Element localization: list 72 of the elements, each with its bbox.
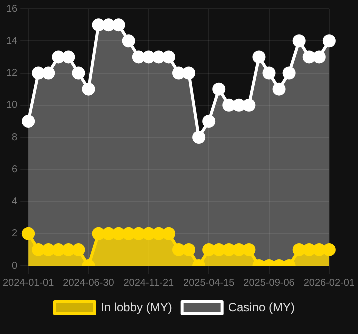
point — [52, 50, 66, 64]
x-tick-label: 2025-09-06 — [244, 278, 296, 289]
point — [112, 18, 126, 32]
point — [62, 243, 76, 256]
point — [82, 82, 96, 96]
legend-label: Casino (MY) — [228, 300, 296, 314]
point — [162, 50, 176, 64]
point — [52, 243, 66, 256]
point — [172, 66, 186, 80]
point — [322, 243, 336, 256]
point — [302, 243, 316, 256]
point — [122, 34, 136, 48]
point — [302, 50, 316, 64]
point — [322, 34, 336, 48]
y-tick-label: 16 — [6, 4, 18, 15]
y-tick-label: 6 — [12, 164, 18, 176]
x-tick-label: 2024-11-21 — [124, 278, 175, 289]
point — [32, 66, 46, 80]
point — [222, 98, 236, 112]
point — [102, 18, 116, 32]
point — [182, 243, 196, 256]
x-tick-label: 2024-01-01 — [3, 278, 55, 289]
point — [202, 114, 216, 128]
y-tick-label: 10 — [6, 100, 18, 112]
x-tick-label: 2025-04-15 — [184, 278, 236, 289]
point — [222, 243, 236, 256]
point — [272, 82, 286, 96]
point — [242, 98, 256, 112]
point — [162, 227, 176, 240]
point — [212, 82, 226, 96]
point — [232, 98, 246, 112]
point — [292, 243, 306, 256]
point — [312, 50, 326, 64]
point — [92, 227, 106, 240]
point — [132, 227, 146, 240]
point — [122, 227, 136, 240]
point — [252, 50, 266, 64]
point — [42, 66, 56, 80]
point — [72, 243, 86, 256]
point — [22, 114, 36, 128]
point — [152, 227, 166, 240]
y-tick-label: 0 — [12, 260, 18, 272]
point — [152, 50, 166, 64]
point — [132, 50, 146, 64]
point — [312, 243, 326, 256]
point — [282, 66, 296, 80]
y-tick-label: 8 — [12, 132, 18, 144]
point — [202, 243, 216, 256]
point — [292, 34, 306, 48]
x-tick-label: 2026-02-01 — [304, 278, 356, 289]
point — [212, 243, 226, 256]
x-tick-label: 2024-06-30 — [63, 278, 115, 289]
point — [172, 243, 186, 256]
point — [92, 18, 106, 32]
point — [142, 50, 156, 64]
legend-label: In lobby (MY) — [100, 300, 172, 314]
point — [142, 227, 156, 240]
y-tick-label: 4 — [12, 196, 18, 208]
y-tick-label: 12 — [6, 68, 18, 79]
point — [262, 66, 276, 80]
point — [112, 227, 126, 240]
point — [232, 243, 246, 256]
point — [242, 243, 256, 256]
y-tick-label: 2 — [12, 228, 18, 240]
point — [102, 227, 116, 240]
point — [72, 66, 86, 80]
point — [62, 50, 76, 64]
point — [182, 66, 196, 80]
point — [192, 131, 206, 144]
point — [32, 243, 46, 256]
y-tick-label: 14 — [6, 36, 18, 47]
point — [42, 243, 56, 256]
